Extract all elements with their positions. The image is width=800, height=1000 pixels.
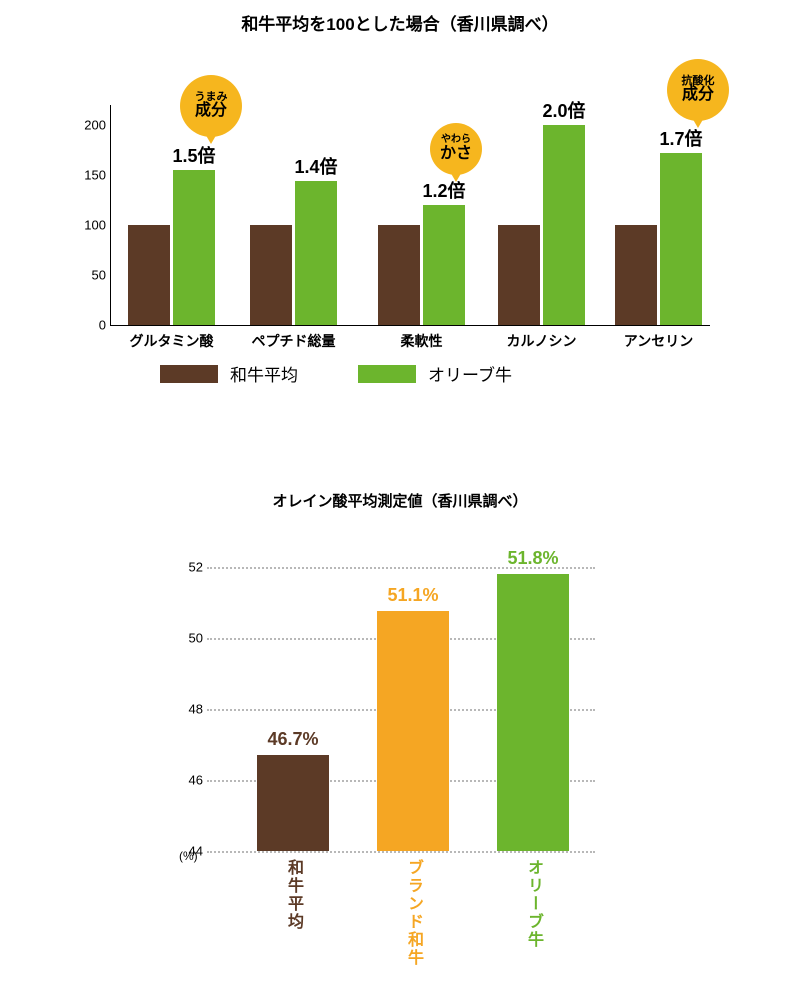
- chart1-ytick: 150: [76, 168, 106, 183]
- chart1-y-axis: [110, 105, 111, 325]
- chart1-ytick: 0: [76, 318, 106, 333]
- chart2-value-label: 51.8%: [507, 548, 558, 569]
- chart1-bar: [128, 225, 170, 325]
- chart2-title: オレイン酸平均測定値（香川県調べ）: [175, 490, 625, 511]
- chart1-bar: [615, 225, 657, 325]
- chart1-bar-group: 1.7倍アンセリン: [615, 153, 702, 325]
- chart1-category-label: グルタミン酸: [130, 331, 214, 351]
- legend-swatch: [358, 365, 416, 383]
- chart2-bar: 51.8%オリーブ牛: [497, 574, 569, 851]
- chart1-category-label: ペプチド総量: [252, 331, 336, 351]
- chart1-ytick: 100: [76, 218, 106, 233]
- callout-line2: かさ: [440, 146, 472, 163]
- chart2-ytick: 50: [177, 630, 203, 645]
- legend-label: オリーブ牛: [428, 361, 512, 386]
- chart1-ytick: 50: [76, 268, 106, 283]
- chart2-ytick: 52: [177, 559, 203, 574]
- chart1-category-label: 柔軟性: [401, 331, 443, 351]
- callout-bubble: やわらかさ: [430, 123, 482, 175]
- chart1-bar: 1.7倍: [660, 153, 702, 325]
- callout-bubble: 抗酸化成分: [667, 59, 729, 121]
- chart1-ytick: 200: [76, 118, 106, 133]
- legend-item: 和牛平均: [160, 361, 298, 386]
- chart1-bar: 1.2倍: [423, 205, 465, 325]
- chart1-category-label: カルノシン: [507, 331, 577, 351]
- chart2-category-label: ブランド和牛: [401, 859, 425, 967]
- callout-line2: 成分: [682, 87, 714, 104]
- chart2-value-label: 46.7%: [267, 729, 318, 750]
- chart2-ytick: 48: [177, 701, 203, 716]
- legend-label: 和牛平均: [230, 361, 298, 386]
- chart2-plot-area: 444648505246.7%和牛平均51.1%ブランド和牛51.8%オリーブ牛: [207, 531, 595, 851]
- chart1-bar: 2.0倍: [543, 125, 585, 325]
- chart1-bar: [378, 225, 420, 325]
- chart1-legend: 和牛平均 オリーブ牛: [160, 361, 720, 386]
- callout-line2: 成分: [195, 103, 227, 120]
- chart2-unit-label: (%): [179, 849, 198, 863]
- chart2-ytick: 46: [177, 772, 203, 787]
- chart1-plot-area: 0501001502001.5倍グルタミン酸1.4倍ペプチド総量1.2倍柔軟性2…: [110, 105, 710, 325]
- comparison-bar-chart: 和牛平均を100とした場合（香川県調べ） 0501001502001.5倍グルタ…: [80, 10, 720, 386]
- chart1-category-label: アンセリン: [624, 331, 693, 351]
- chart2-category-label: オリーブ牛: [521, 859, 545, 949]
- chart1-bar: 1.5倍: [173, 170, 215, 325]
- chart1-bar: [250, 225, 292, 325]
- chart2-bar: 51.1%ブランド和牛: [377, 611, 449, 851]
- chart1-value-label: 1.4倍: [294, 153, 337, 179]
- chart1-bar: [498, 225, 540, 325]
- chart1-value-label: 1.5倍: [172, 142, 215, 168]
- chart1-title: 和牛平均を100とした場合（香川県調べ）: [80, 10, 720, 35]
- chart1-x-axis: [110, 325, 710, 326]
- chart2-value-label: 51.1%: [387, 585, 438, 606]
- chart2-category-label: 和牛平均: [281, 859, 305, 931]
- chart1-bar-group: 1.5倍グルタミン酸: [128, 170, 215, 325]
- chart1-value-label: 1.7倍: [659, 125, 702, 151]
- chart1-value-label: 2.0倍: [542, 97, 585, 123]
- callout-bubble: うまみ成分: [180, 75, 242, 137]
- chart2-bar: 46.7%和牛平均: [257, 755, 329, 851]
- oleic-acid-bar-chart: オレイン酸平均測定値（香川県調べ） 444648505246.7%和牛平均51.…: [175, 490, 625, 851]
- chart1-bar-group: 2.0倍カルノシン: [498, 125, 585, 325]
- legend-item: オリーブ牛: [358, 361, 512, 386]
- chart1-bar-group: 1.2倍柔軟性: [378, 205, 465, 325]
- legend-swatch: [160, 365, 218, 383]
- chart1-bar-group: 1.4倍ペプチド総量: [250, 181, 337, 325]
- chart2-gridline: [207, 851, 595, 853]
- chart1-bar: 1.4倍: [295, 181, 337, 325]
